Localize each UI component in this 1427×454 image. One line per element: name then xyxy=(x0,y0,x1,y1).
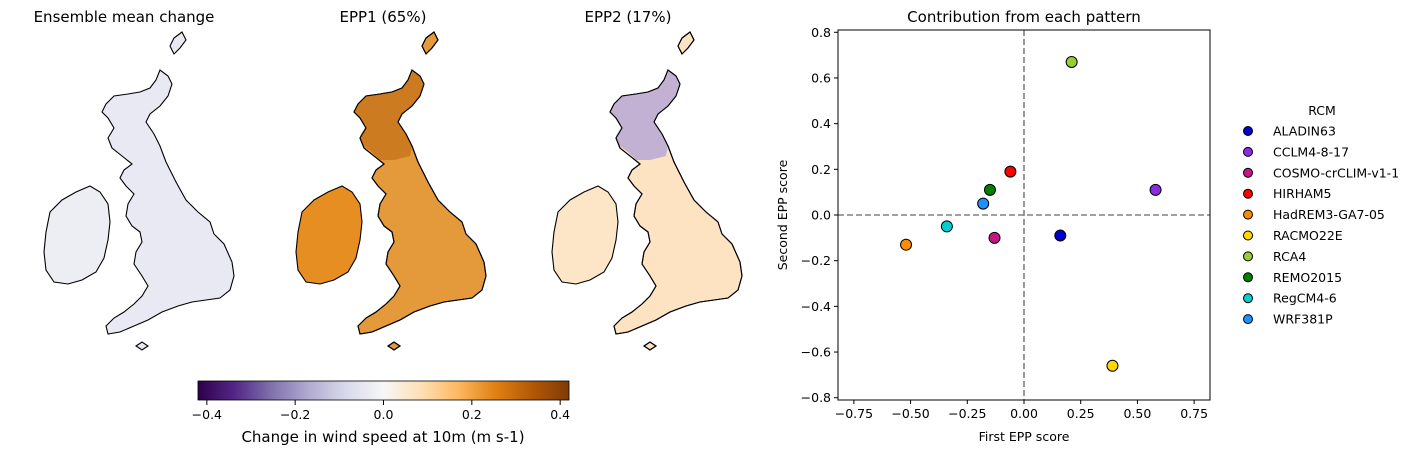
legend-title: RCM xyxy=(1308,103,1336,118)
x-axis-title: First EPP score xyxy=(979,429,1070,444)
colorbar-tick-label: 0.0 xyxy=(374,407,394,422)
map-title: Ensemble mean change xyxy=(34,8,215,26)
y-tick-label: 0.4 xyxy=(811,116,831,131)
scatter-points xyxy=(900,55,1162,372)
reference-lines xyxy=(838,30,1210,400)
legend-marker xyxy=(1243,209,1253,220)
legend-marker xyxy=(1243,272,1253,283)
y-tick-label: 0.6 xyxy=(811,70,831,85)
x-tick-label: 0.75 xyxy=(1180,406,1208,421)
ireland-region xyxy=(551,185,619,285)
y-tick-label: −0.4 xyxy=(801,299,831,314)
legend-marker xyxy=(1243,230,1253,241)
x-tick-label: 0.25 xyxy=(1067,406,1095,421)
legend-label: RegCM4-6 xyxy=(1273,291,1337,306)
colorbar-gradient xyxy=(197,380,570,401)
x-tick-label: −0.75 xyxy=(835,406,873,421)
point-remo2015 xyxy=(983,183,996,196)
x-tick-label: 0.00 xyxy=(1010,406,1038,421)
legend-marker xyxy=(1243,146,1253,157)
plot-frame xyxy=(837,29,1211,401)
point-hadrem3-ga7-05 xyxy=(900,238,913,251)
ireland-region xyxy=(295,185,363,285)
y-axis-ticks: −0.8 −0.6 −0.4 −0.2 0.0 0.2 0.4 0.6 0.8 xyxy=(801,25,838,405)
point-wrf381p xyxy=(977,197,990,210)
point-hirham5 xyxy=(1004,165,1017,178)
map-title: EPP2 (17%) xyxy=(585,8,672,26)
y-tick-label: 0.2 xyxy=(811,162,831,177)
legend-marker xyxy=(1243,251,1253,262)
legend-label: HadREM3-GA7-05 xyxy=(1273,207,1385,222)
map-panel-epp1: EPP1 (65%) xyxy=(295,8,487,351)
colorbar-tick-label: −0.4 xyxy=(192,407,222,422)
colorbar-tick-label: 0.2 xyxy=(462,407,482,422)
ireland-region xyxy=(43,185,111,285)
legend-label: ALADIN63 xyxy=(1273,124,1336,139)
legend-marker xyxy=(1243,314,1253,325)
legend-label: HIRHAM5 xyxy=(1273,186,1331,201)
y-tick-label: −0.8 xyxy=(801,390,831,405)
legend-label: CCLM4-8-17 xyxy=(1273,144,1349,159)
legend-label: RACMO22E xyxy=(1273,228,1343,243)
point-aladin63 xyxy=(1054,229,1067,242)
colorbar: −0.4 −0.2 0.0 0.2 0.4 Change in wind speed a… xyxy=(192,380,570,446)
point-racmo22e xyxy=(1106,359,1119,372)
x-axis-ticks: −0.75 −0.50 −0.25 0.00 0.25 0.50 0.75 xyxy=(835,400,1208,421)
map-title: EPP1 (65%) xyxy=(340,8,427,26)
colorbar-tick-label: 0.4 xyxy=(550,407,570,422)
point-cclm4-8-17 xyxy=(1149,183,1162,196)
legend-marker xyxy=(1243,188,1253,199)
point-regcm4-6 xyxy=(940,220,953,233)
scatter-panel: Contribution from each pattern −0.75 −0.5… xyxy=(775,8,1211,444)
legend-label: RCA4 xyxy=(1273,249,1306,264)
y-tick-label: −0.2 xyxy=(801,253,831,268)
colorbar-title: Change in wind speed at 10m (m s-1) xyxy=(241,428,524,446)
map-panel-epp2: EPP2 (17%) xyxy=(551,8,743,351)
legend-items: ALADIN63 CCLM4-8-17 COSMO-crCLIM-v1-1 HIRHA… xyxy=(1243,124,1399,327)
y-tick-label: 0.0 xyxy=(811,208,831,223)
x-tick-label: 0.50 xyxy=(1123,406,1151,421)
legend-label: COSMO-crCLIM-v1-1 xyxy=(1273,165,1399,180)
x-tick-label: −0.25 xyxy=(948,406,986,421)
x-tick-label: −0.50 xyxy=(891,406,929,421)
y-tick-label: −0.6 xyxy=(801,345,831,360)
scatter-title: Contribution from each pattern xyxy=(907,8,1141,26)
map-panel-mean: Ensemble mean change xyxy=(34,8,235,351)
y-axis-title: Second EPP score xyxy=(775,159,790,270)
map-panels: Ensemble mean change EPP1 (65%) EPP2 (17%) xyxy=(34,8,743,351)
colorbar-tick-label: −0.2 xyxy=(280,407,310,422)
point-rca4 xyxy=(1065,55,1078,68)
legend-marker xyxy=(1243,126,1253,136)
point-cosmo-crclim-v1-1 xyxy=(988,231,1001,244)
legend-label: WRF381P xyxy=(1273,312,1333,327)
great-britain-region xyxy=(101,31,235,351)
legend-label: REMO2015 xyxy=(1273,270,1342,285)
legend-marker xyxy=(1243,293,1253,304)
legend: RCM ALADIN63 CCLM4-8-17 COSMO-crCLIM-v1-1 H… xyxy=(1243,103,1399,327)
colorbar-ticks: −0.4 −0.2 0.0 0.2 0.4 xyxy=(192,400,570,422)
legend-marker xyxy=(1243,167,1253,178)
y-tick-label: 0.8 xyxy=(811,25,831,40)
